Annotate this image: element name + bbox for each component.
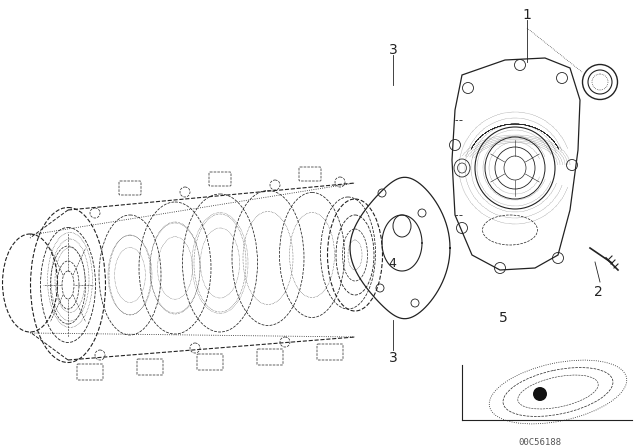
Text: 3: 3 <box>388 43 397 57</box>
Text: 4: 4 <box>388 257 396 270</box>
Circle shape <box>533 387 547 401</box>
Text: 00C56188: 00C56188 <box>518 438 561 447</box>
Text: 3: 3 <box>388 351 397 365</box>
Text: 2: 2 <box>594 285 602 299</box>
Text: 5: 5 <box>499 311 508 325</box>
Text: 1: 1 <box>523 8 531 22</box>
